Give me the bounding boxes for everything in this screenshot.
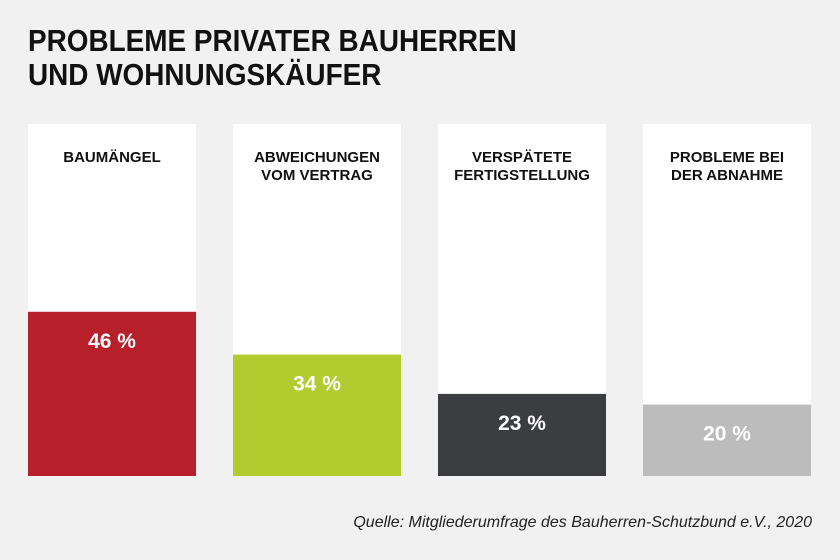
bar (28, 311, 196, 476)
chart-title-line-1: PROBLEME PRIVATER BAUHERREN (28, 23, 517, 58)
value-label: 20 % (703, 423, 751, 446)
source-note: Quelle: Mitgliederumfrage des Bauherren-… (353, 514, 812, 531)
chart-title-line-2: UND WOHNUNGSKÄUFER (28, 57, 382, 92)
category-label: ABWEICHUNGEN VOM VERTRAG (254, 149, 380, 184)
value-label: 46 % (88, 330, 136, 353)
bar-column-2: ABWEICHUNGEN VOM VERTRAG 34 % (233, 124, 401, 476)
bar (438, 393, 606, 476)
category-label-line: ABWEICHUNGEN (254, 149, 380, 166)
bar-column-1: BAUMÄNGEL 46 % (28, 124, 196, 476)
category-label-line: VOM VERTRAG (261, 167, 373, 184)
bar-column-4: PROBLEME BEI DER ABNAHME 20 % (643, 124, 811, 476)
category-label: BAUMÄNGEL (63, 149, 161, 166)
category-label-line: VERSPÄTETE (472, 149, 572, 166)
bar (643, 404, 811, 476)
category-label-line: FERTIGSTELLUNG (454, 167, 590, 184)
chart-title: PROBLEME PRIVATER BAUHERREN UND WOHNUNGS… (28, 24, 517, 92)
bar (233, 354, 401, 476)
value-label: 23 % (498, 412, 546, 435)
bar-column-3: VERSPÄTETE FERTIGSTELLUNG 23 % (438, 124, 606, 476)
category-label-line: PROBLEME BEI (670, 149, 784, 166)
category-label-line: BAUMÄNGEL (63, 149, 161, 166)
category-label: VERSPÄTETE FERTIGSTELLUNG (454, 149, 590, 184)
category-label-line: DER ABNAHME (671, 167, 783, 184)
value-label: 34 % (293, 373, 341, 396)
category-label: PROBLEME BEI DER ABNAHME (670, 149, 784, 184)
